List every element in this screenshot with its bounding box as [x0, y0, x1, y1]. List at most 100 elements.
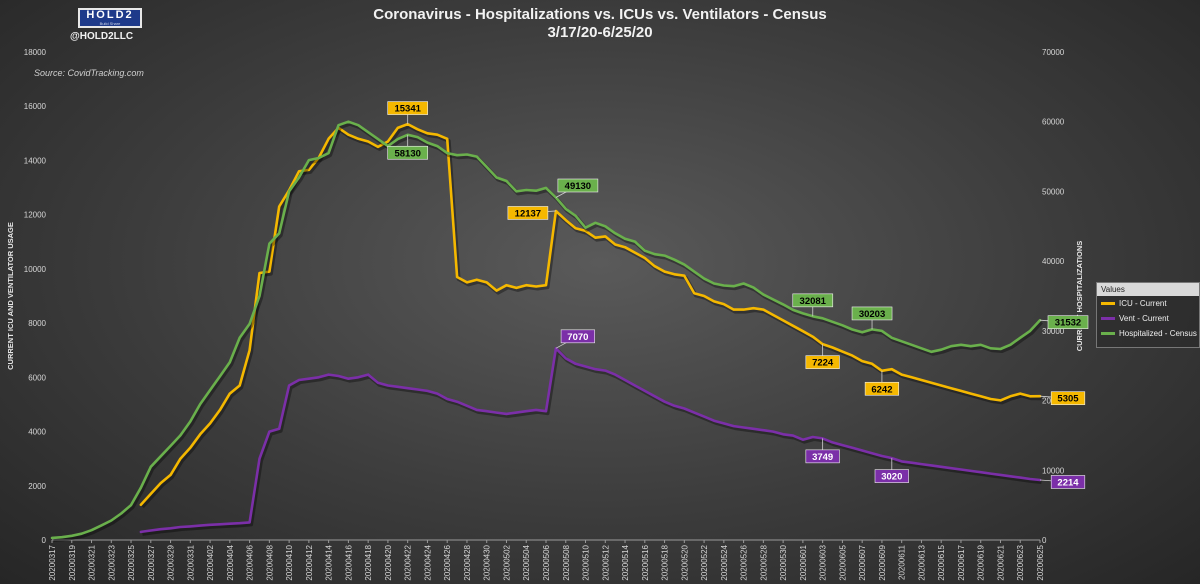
y2-axis-title: CURRENT HOSPITALIZATIONS — [1075, 241, 1084, 352]
data-label: 3749 — [812, 452, 833, 463]
x-tick-label: 20200508 — [562, 544, 571, 580]
data-label: 49130 — [565, 181, 591, 192]
legend-swatch-icu — [1101, 302, 1115, 305]
y-tick-label: 8000 — [28, 319, 46, 328]
legend-label-vent: Vent - Current — [1119, 314, 1169, 323]
data-label-box — [560, 329, 595, 344]
y2-tick-label: 30000 — [1042, 327, 1065, 336]
x-tick-label: 20200402 — [206, 544, 215, 580]
legend-swatch-hospitalized — [1101, 332, 1115, 335]
legend-title: Values — [1097, 283, 1199, 296]
x-tick-label: 20200430 — [483, 544, 492, 580]
chart-title: Coronavirus - Hospitalizations vs. ICUs … — [373, 6, 827, 23]
data-label-box — [387, 145, 428, 160]
x-tick-label: 20200510 — [582, 544, 591, 580]
x-tick-label: 20200327 — [147, 544, 156, 580]
data-label: 7224 — [812, 358, 834, 369]
y-tick-label: 6000 — [28, 373, 46, 382]
x-tick-label: 20200418 — [364, 544, 373, 580]
y-tick-label: 0 — [42, 536, 47, 545]
x-tick-label: 20200623 — [1016, 544, 1025, 580]
x-tick-label: 20200601 — [799, 544, 808, 580]
data-label-box — [1050, 391, 1086, 405]
data-label: 32081 — [800, 296, 827, 307]
data-label: 7070 — [567, 332, 588, 343]
x-tick-label: 20200325 — [127, 544, 136, 580]
y2-tick-label: 60000 — [1042, 118, 1065, 127]
legend-item-hospitalized: Hospitalized - Census — [1097, 326, 1199, 341]
x-tick-label: 20200625 — [1036, 544, 1045, 580]
x-tick-label: 20200621 — [996, 544, 1005, 580]
x-tick-label: 20200319 — [68, 544, 77, 580]
x-tick-label: 20200408 — [265, 544, 274, 580]
data-label-box — [792, 293, 834, 308]
x-tick-label: 20200406 — [246, 544, 255, 580]
y2-tick-label: 0 — [1042, 536, 1047, 545]
x-tick-label: 20200615 — [937, 544, 946, 580]
series-line-vent — [139, 346, 1042, 534]
y-tick-label: 12000 — [24, 211, 47, 220]
x-tick-label: 20200514 — [621, 544, 630, 580]
x-tick-label: 20200426 — [443, 544, 452, 580]
legend-label-hospitalized: Hospitalized - Census — [1119, 329, 1197, 338]
x-tick-label: 20200530 — [779, 544, 788, 580]
x-tick-label: 20200605 — [838, 544, 847, 580]
data-label-box — [1047, 315, 1089, 329]
y2-tick-label: 50000 — [1042, 187, 1065, 196]
twitter-handle: @HOLD2LLC — [70, 31, 134, 42]
y-tick-label: 18000 — [24, 48, 47, 57]
y-tick-label: 2000 — [28, 482, 46, 491]
x-tick-label: 20200323 — [107, 544, 116, 580]
data-label: 58130 — [394, 148, 420, 159]
x-tick-label: 20200528 — [759, 544, 768, 580]
x-tick-label: 20200516 — [641, 544, 650, 580]
x-tick-label: 20200603 — [819, 544, 828, 580]
hold2-logo: HOLD2 Build Share — [78, 8, 142, 28]
y-axis-title: CURRENT ICU AND VENTILATOR USAGE — [6, 222, 15, 370]
data-label-box — [387, 101, 428, 115]
x-tick-label: 20200414 — [325, 544, 334, 580]
y-tick-label: 14000 — [24, 156, 47, 165]
data-label: 6242 — [871, 384, 892, 395]
y2-tick-label: 70000 — [1042, 48, 1065, 57]
data-label-box — [851, 306, 893, 321]
x-tick-label: 20200321 — [88, 544, 97, 580]
x-tick-label: 20200416 — [344, 544, 353, 580]
x-tick-label: 20200424 — [423, 544, 432, 580]
x-tick-label: 20200619 — [977, 544, 986, 580]
x-tick-label: 20200512 — [601, 544, 610, 580]
x-tick-label: 20200506 — [542, 544, 551, 580]
y-tick-label: 4000 — [28, 428, 46, 437]
data-label: 30203 — [859, 309, 885, 320]
legend-swatch-vent — [1101, 317, 1115, 320]
data-label: 12137 — [515, 208, 541, 219]
y-tick-label: 16000 — [24, 102, 47, 111]
x-tick-label: 20200611 — [898, 544, 907, 580]
x-tick-label: 20200613 — [917, 544, 926, 580]
logo-text: HOLD2 — [86, 9, 134, 21]
x-tick-label: 20200607 — [858, 544, 867, 580]
data-label-box — [874, 469, 909, 483]
data-label: 31532 — [1055, 318, 1081, 329]
y2-tick-label: 40000 — [1042, 257, 1065, 266]
x-tick-label: 20200317 — [48, 544, 57, 580]
legend-label-icu: ICU - Current — [1119, 299, 1167, 308]
x-tick-label: 20200524 — [720, 544, 729, 580]
data-label-box — [507, 206, 549, 220]
x-tick-label: 20200617 — [957, 544, 966, 580]
x-tick-label: 20200404 — [226, 544, 235, 580]
legend-item-vent: Vent - Current — [1097, 311, 1199, 326]
x-tick-label: 20200609 — [878, 544, 887, 580]
data-label: 15341 — [394, 104, 421, 115]
y-tick-label: 10000 — [24, 265, 47, 274]
x-tick-label: 20200410 — [285, 544, 294, 580]
data-label-box — [557, 178, 599, 193]
data-label: 3020 — [881, 472, 902, 483]
x-tick-label: 20200504 — [522, 544, 531, 580]
x-tick-label: 20200518 — [661, 544, 670, 580]
data-label: 5305 — [1057, 394, 1079, 405]
data-label-box — [864, 381, 900, 396]
x-tick-label: 20200420 — [384, 544, 393, 580]
x-tick-label: 20200502 — [502, 544, 511, 580]
